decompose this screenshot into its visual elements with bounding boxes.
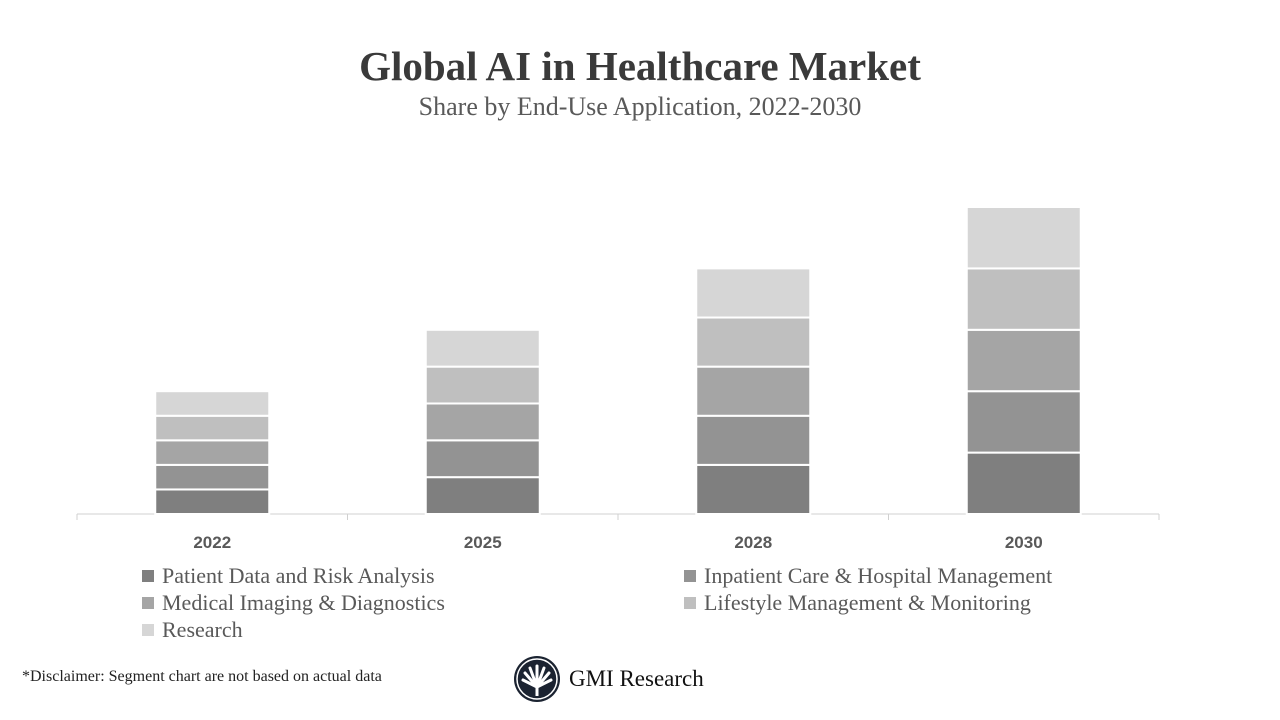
bar-segment-2028-3 xyxy=(695,316,812,368)
legend-swatch xyxy=(142,624,154,636)
bar-segment-2030-1 xyxy=(965,390,1082,454)
stacked-bar-chart: 2022 2025 2028 2030 xyxy=(76,206,1160,552)
legend-label: Inpatient Care & Hospital Management xyxy=(704,563,1053,588)
bar-segment-2030-4 xyxy=(965,206,1082,270)
bar-segment-2028-2 xyxy=(695,365,812,417)
x-tick-label: 2025 xyxy=(464,533,502,552)
legend-label: Lifestyle Management & Monitoring xyxy=(704,590,1031,615)
gmi-logo: GMI Research xyxy=(513,655,704,703)
bar-segment-2022-0 xyxy=(154,488,271,516)
x-tick-label: 2022 xyxy=(193,533,231,552)
disclaimer: *Disclaimer: Segment chart are not based… xyxy=(22,668,382,685)
chart-subtitle: Share by End-Use Application, 2022-2030 xyxy=(418,92,862,121)
bar-segment-2028-0 xyxy=(695,463,812,516)
bar-segment-2030-0 xyxy=(965,451,1082,516)
bar-segment-2025-0 xyxy=(424,476,541,516)
bar-segment-2025-3 xyxy=(424,365,541,405)
bar-segment-2030-3 xyxy=(965,267,1082,331)
legend-item: Lifestyle Management & Monitoring xyxy=(684,590,1031,616)
legend-swatch xyxy=(142,597,154,609)
logo-text: GMI Research xyxy=(569,666,704,691)
legend-item: Inpatient Care & Hospital Management xyxy=(684,563,1052,589)
logo-emblem-icon xyxy=(514,656,560,702)
x-tick-label: 2030 xyxy=(1005,533,1043,552)
legend-item: Medical Imaging & Diagnostics xyxy=(142,590,445,616)
bar-segment-2022-3 xyxy=(154,414,271,442)
bar-segment-2025-2 xyxy=(424,402,541,442)
bar-segment-2025-1 xyxy=(424,439,541,479)
legend-item: Patient Data and Risk Analysis xyxy=(142,563,435,589)
bar-segment-2025-4 xyxy=(424,328,541,368)
legend-label: Medical Imaging & Diagnostics xyxy=(162,590,445,615)
legend-label: Patient Data and Risk Analysis xyxy=(162,563,435,588)
bar-segment-2028-4 xyxy=(695,267,812,319)
bar-segment-2030-2 xyxy=(965,328,1082,393)
chart-title: Global AI in Healthcare Market xyxy=(359,43,921,89)
x-tick-label: 2028 xyxy=(734,533,772,552)
legend-swatch xyxy=(142,570,154,582)
legend-item: Research xyxy=(142,617,243,643)
legend-label: Research xyxy=(162,617,243,642)
bar-segment-2022-2 xyxy=(154,439,271,466)
bar-segment-2022-1 xyxy=(154,463,271,491)
bar-segment-2028-1 xyxy=(695,414,812,466)
bar-segment-2022-4 xyxy=(154,390,271,417)
legend-swatch xyxy=(684,570,696,582)
legend-swatch xyxy=(684,597,696,609)
